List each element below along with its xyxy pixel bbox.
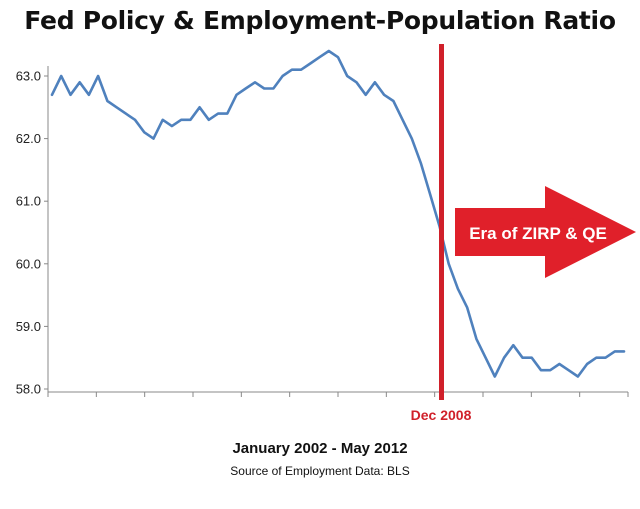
employment-ratio-series-line [50,49,626,378]
y-tick-group: 63.0 62.0 61.0 60.0 59.0 58.0 [16,69,48,397]
era-arrow-label: Era of ZIRP & QE [469,224,607,243]
y-tick-label: 63.0 [16,69,41,84]
source-caption: Source of Employment Data: BLS [230,464,410,478]
y-tick-label: 58.0 [16,382,41,397]
chart-title: Fed Policy & Employment-Population Ratio [24,6,616,35]
vline-annotation: Dec 2008 [411,44,472,423]
y-tick-label: 60.0 [16,256,41,271]
x-tick-group [47,392,629,397]
dec-2008-marker-label: Dec 2008 [411,407,472,423]
x-axis-caption: January 2002 - May 2012 [232,440,408,457]
series-layer [50,49,626,378]
y-tick-label: 62.0 [16,131,41,146]
era-arrow-shape [455,186,636,278]
y-tick-label: 61.0 [16,194,41,209]
y-tick-label: 59.0 [16,319,41,334]
dec-2008-marker-line [439,44,444,400]
arrow-annotation: Era of ZIRP & QE [455,186,636,278]
